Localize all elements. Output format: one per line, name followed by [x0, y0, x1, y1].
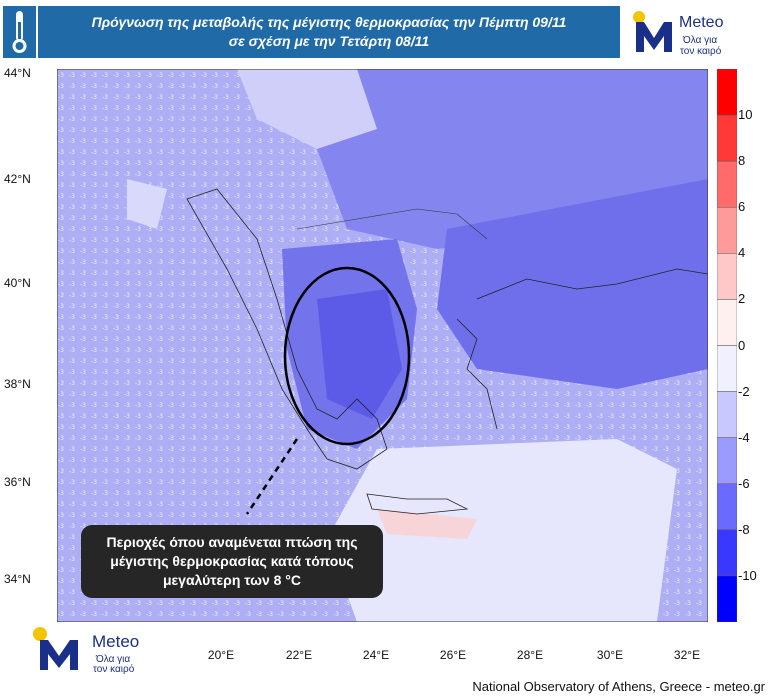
latitude-label: 40°N	[4, 276, 31, 290]
colorbar-segment	[717, 437, 737, 484]
meteo-logo-bottom: Meteo Όλα για τον καιρό	[30, 626, 160, 675]
meteo-logo: Meteo Όλα για τον καιρό	[630, 10, 742, 58]
colorbar-label: 0	[738, 337, 746, 353]
callout-line-3: μεγαλύτερη των 8 °C	[162, 572, 302, 588]
latitude-label: 44°N	[4, 66, 31, 80]
logo-tagline-1: Όλα για	[683, 35, 718, 46]
colorbar-label: -4	[738, 429, 750, 445]
latitude-label: 38°N	[4, 377, 31, 391]
longitude-label: 22°E	[285, 648, 313, 662]
thermometer-icon	[3, 6, 36, 58]
chart-title: Πρόγνωση της μεταβολής της μέγιστης θερμ…	[38, 6, 620, 58]
logo-bottom-brand: Meteo	[92, 632, 140, 651]
logo-bottom-tagline-2: τον καιρό	[93, 664, 135, 675]
colorbar-segment	[717, 160, 737, 208]
callout-annotation: Περιοχές όπου αναμένεται πτώση της μέγισ…	[81, 525, 383, 598]
logo-bottom-tagline-1: Όλα για	[96, 654, 131, 665]
colorbar-segment	[717, 575, 737, 622]
footer-credit: National Observatory of Athens, Greece -…	[472, 679, 765, 694]
latitude-label: 42°N	[4, 172, 31, 186]
colorbar-segment	[717, 483, 737, 531]
colorbar-label: -10	[738, 567, 757, 583]
callout-line-1: Περιοχές όπου αναμένεται πτώση της	[106, 534, 358, 550]
latitude-label: 34°N	[4, 572, 31, 586]
longitude-label: 32°E	[673, 648, 701, 662]
colorbar-segment	[717, 299, 737, 346]
logo-brand: Meteo	[679, 14, 724, 31]
colorbar-label: 2	[738, 291, 746, 307]
colorbar-segment	[717, 207, 737, 254]
colorbar-label: 6	[738, 199, 746, 215]
colorbar-label: 10	[738, 107, 753, 123]
longitude-label: 20°E	[207, 648, 235, 662]
colorbar-segment	[717, 253, 737, 300]
title-line-2: σε σχέση με την Τετάρτη 08/11	[228, 33, 430, 49]
colorbar-label: 4	[738, 245, 746, 261]
colorbar-segment	[717, 391, 737, 438]
logo-tagline-2: τον καιρό	[680, 46, 722, 57]
title-line-1: Πρόγνωση της μεταβολής της μέγιστης θερμ…	[91, 14, 567, 30]
colorbar-label: -8	[738, 521, 750, 537]
longitude-label: 30°E	[596, 648, 624, 662]
colorbar-segment	[717, 69, 737, 116]
longitude-label: 24°E	[362, 648, 390, 662]
header: Πρόγνωση της μεταβολής της μέγιστης θερμ…	[0, 0, 771, 64]
longitude-label: 28°E	[516, 648, 544, 662]
colorbar-label: -2	[738, 383, 750, 399]
colorbar	[717, 69, 737, 622]
colorbar-label: -6	[738, 475, 750, 491]
colorbar-segment	[717, 345, 737, 392]
colorbar-segment	[717, 114, 737, 162]
callout-line-2: μέγιστης θερμοκρασίας κατά τόπους	[110, 553, 354, 569]
longitude-label: 26°E	[439, 648, 467, 662]
colorbar-segment	[717, 529, 737, 577]
latitude-label: 36°N	[4, 475, 31, 489]
colorbar-label: 8	[738, 153, 746, 169]
